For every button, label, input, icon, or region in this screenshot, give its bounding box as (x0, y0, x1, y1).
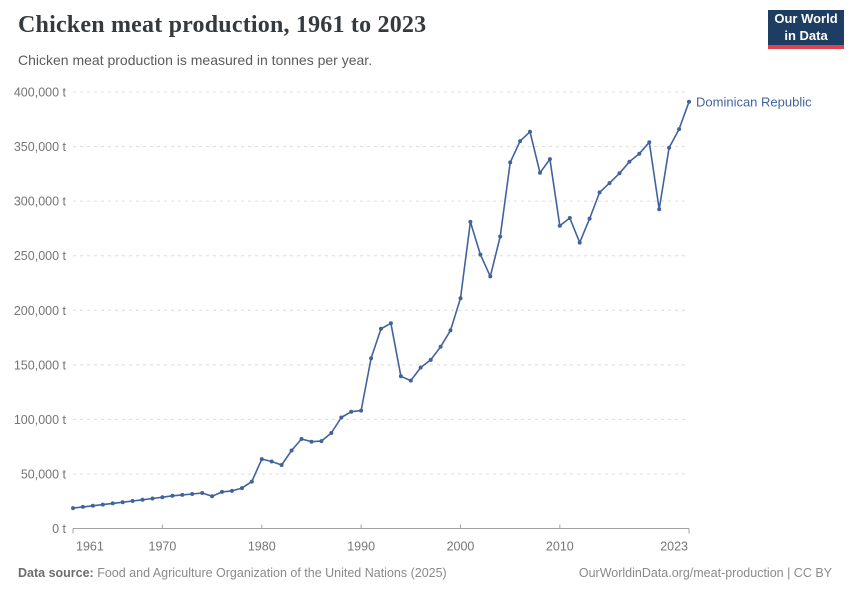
data-point-1994[interactable] (398, 374, 403, 379)
data-point-1970[interactable] (160, 495, 165, 500)
data-point-2008[interactable] (538, 170, 542, 175)
y-axis-label: 300,000 t (14, 195, 67, 209)
data-point-1999[interactable] (448, 328, 453, 333)
owid-logo-line2: in Data (784, 27, 828, 43)
data-point-1991[interactable] (369, 356, 374, 361)
data-point-1980[interactable] (259, 457, 264, 462)
data-point-1985[interactable] (309, 439, 314, 444)
data-point-1984[interactable] (299, 437, 304, 441)
data-point-1986[interactable] (319, 439, 324, 444)
data-point-2021[interactable] (667, 145, 672, 150)
data-point-2005[interactable] (508, 160, 513, 165)
data-point-1972[interactable] (180, 492, 185, 497)
data-point-2002[interactable] (478, 252, 483, 257)
data-point-1979[interactable] (249, 479, 254, 484)
y-axis-label: 150,000 t (14, 358, 67, 372)
owid-logo-line1: Our World (774, 10, 838, 26)
data-point-1988[interactable] (339, 415, 344, 420)
chart-title: Chicken meat production, 1961 to 2023 (18, 12, 427, 38)
x-axis-label: 1961 (76, 540, 104, 554)
data-point-2016[interactable] (617, 171, 622, 176)
x-axis-label: 1990 (347, 540, 375, 554)
chart-footer: Data source: Food and Agriculture Organi… (18, 566, 832, 580)
data-point-1969[interactable] (150, 496, 155, 501)
data-point-1989[interactable] (349, 409, 354, 414)
y-axis-label: 250,000 t (14, 249, 67, 263)
data-point-1995[interactable] (408, 378, 413, 383)
data-point-1968[interactable] (140, 497, 145, 502)
data-source-label: Data source: (18, 566, 94, 580)
data-point-2004[interactable] (498, 234, 503, 239)
y-axis-label: 350,000 t (14, 140, 67, 154)
data-point-1975[interactable] (210, 494, 215, 499)
data-point-1996[interactable] (418, 365, 423, 370)
data-point-1987[interactable] (329, 431, 334, 435)
x-axis-label: 2010 (546, 540, 574, 554)
data-point-2014[interactable] (597, 190, 602, 195)
data-point-1964[interactable] (100, 502, 105, 507)
data-point-1961[interactable] (71, 506, 75, 511)
data-point-1993[interactable] (388, 321, 393, 326)
data-point-2012[interactable] (577, 240, 582, 245)
data-point-2011[interactable] (567, 216, 572, 220)
data-point-1977[interactable] (230, 488, 234, 493)
data-point-1998[interactable] (438, 344, 443, 349)
data-point-2018[interactable] (637, 151, 642, 156)
data-point-2007[interactable] (528, 129, 532, 134)
data-point-1997[interactable] (428, 357, 433, 362)
data-point-2015[interactable] (607, 181, 612, 186)
x-axis-label: 2023 (660, 540, 688, 554)
series-label-dominican-republic[interactable]: Dominican Republic (696, 94, 812, 109)
y-axis-label: 400,000 t (14, 86, 67, 100)
x-axis-label: 1970 (149, 540, 177, 554)
data-point-1973[interactable] (190, 492, 195, 496)
data-point-1971[interactable] (170, 493, 175, 498)
data-point-1992[interactable] (379, 326, 383, 331)
data-point-1962[interactable] (80, 504, 85, 509)
data-point-2013[interactable] (587, 216, 592, 221)
y-axis-label: 100,000 t (14, 413, 67, 427)
data-point-1978[interactable] (239, 486, 244, 491)
data-point-1981[interactable] (269, 459, 274, 464)
data-source-line: Data source: Food and Agriculture Organi… (18, 566, 447, 580)
data-point-2020[interactable] (657, 207, 662, 212)
data-point-2009[interactable] (547, 157, 552, 162)
chart-subtitle: Chicken meat production is measured in t… (18, 52, 373, 68)
x-axis-label: 2000 (447, 540, 475, 554)
data-point-1976[interactable] (220, 489, 224, 494)
footer-link[interactable]: OurWorldinData.org/meat-production | CC … (578, 566, 832, 580)
data-point-1990[interactable] (359, 408, 364, 413)
data-point-1966[interactable] (120, 500, 125, 505)
data-point-2010[interactable] (557, 223, 562, 228)
data-line-dominican-republic[interactable] (72, 101, 690, 509)
data-point-2019[interactable] (647, 140, 652, 145)
owid-logo[interactable]: Our World in Data (768, 10, 844, 49)
data-source-text: Food and Agriculture Organization of the… (93, 566, 447, 580)
data-point-1963[interactable] (90, 503, 95, 508)
data-point-1982[interactable] (279, 463, 284, 467)
y-axis-label: 50,000 t (21, 467, 67, 481)
data-point-1983[interactable] (289, 448, 294, 453)
y-axis-label: 0 t (52, 522, 66, 536)
data-point-2006[interactable] (518, 139, 523, 144)
data-point-1967[interactable] (130, 499, 135, 503)
data-point-2017[interactable] (627, 159, 632, 164)
data-point-2023[interactable] (687, 99, 691, 104)
data-point-1974[interactable] (200, 491, 205, 495)
data-point-2000[interactable] (458, 296, 463, 301)
data-point-2022[interactable] (677, 127, 682, 132)
data-point-1965[interactable] (110, 501, 115, 506)
x-axis-label: 1980 (248, 540, 276, 554)
y-axis-label: 200,000 t (14, 304, 67, 318)
data-point-2003[interactable] (488, 274, 493, 279)
data-point-2001[interactable] (468, 219, 473, 224)
